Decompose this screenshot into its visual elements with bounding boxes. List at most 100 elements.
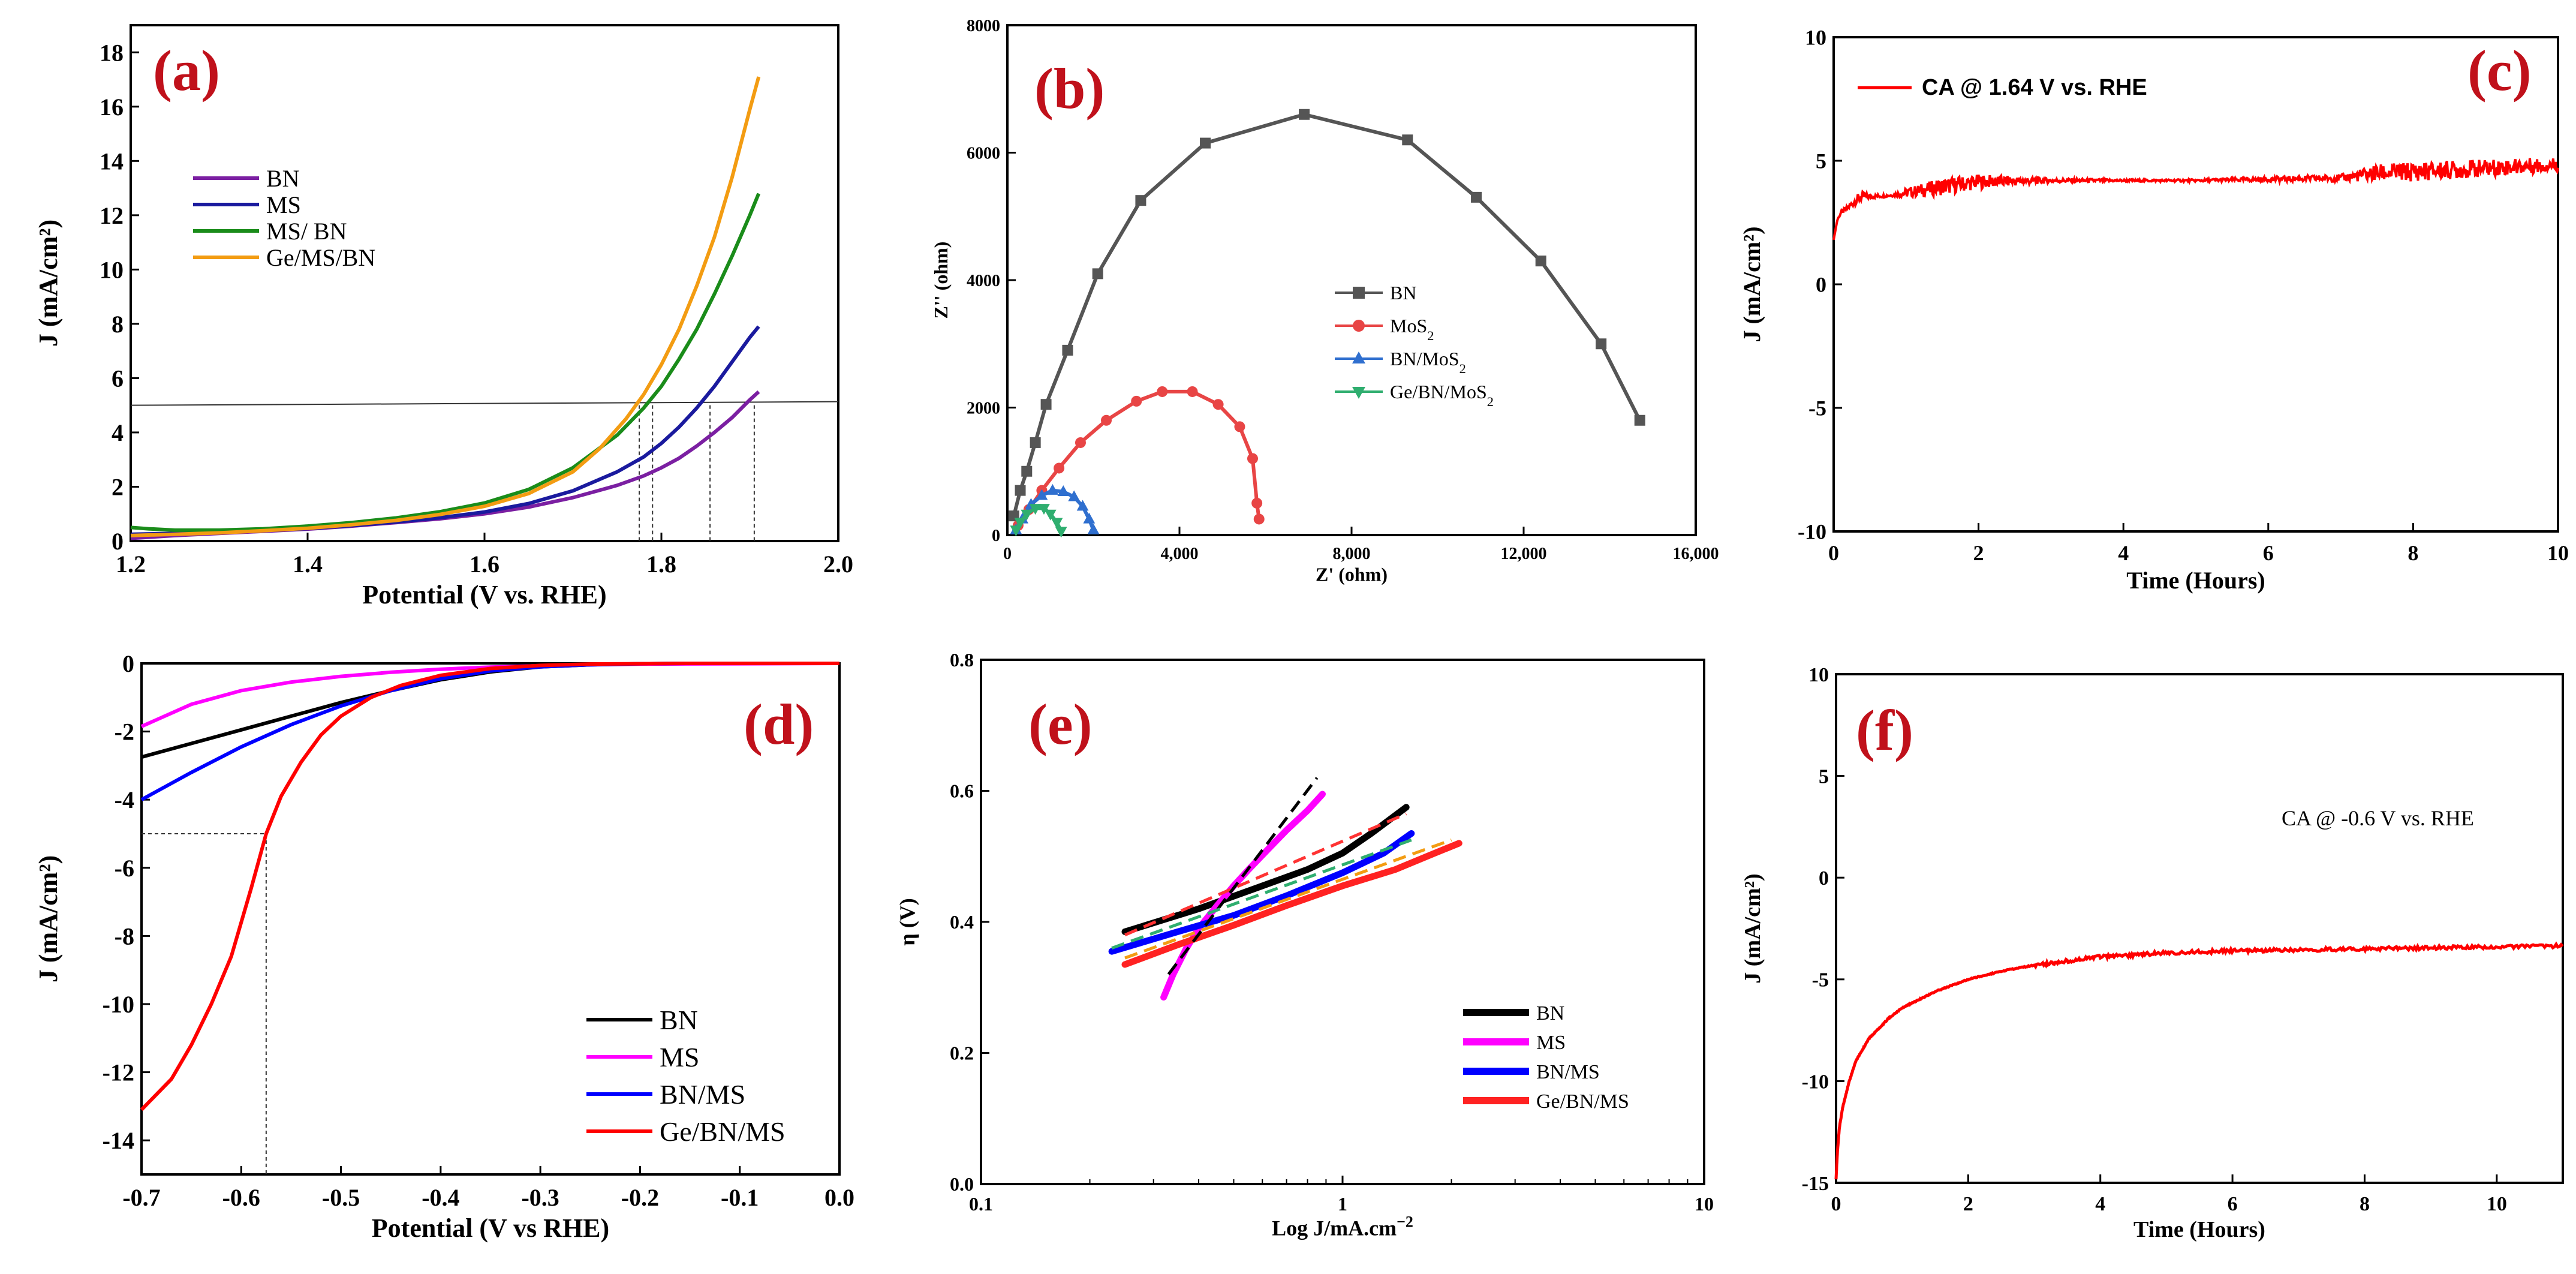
y-tick-label: 14	[100, 148, 124, 175]
y-axis-title: Z'' (ohm)	[930, 242, 952, 319]
x-tick-label: 1	[1338, 1193, 1347, 1215]
panel-d: -0.7 -0.6 -0.5 -0.4 -0.3 -0.2 -0.1 0.0 0 -2 -4 -6 -8…	[34, 650, 854, 1243]
data-point	[1471, 191, 1482, 203]
fit-line	[1111, 839, 1412, 950]
series-line	[1834, 941, 2564, 1180]
data-point	[1055, 527, 1067, 538]
x-tick-label: 10	[1695, 1193, 1714, 1215]
x-tick-label: -0.7	[122, 1184, 160, 1211]
legend-label: BN	[660, 1005, 698, 1035]
series-line	[1012, 112, 1642, 516]
series-line	[140, 662, 839, 1111]
data-point	[1068, 490, 1081, 501]
data-point	[1234, 421, 1245, 432]
x-tick-label: 1.2	[116, 551, 146, 578]
data-point	[1101, 414, 1112, 426]
y-axis-title: J (mA/cm²)	[1740, 873, 1765, 983]
x-tick-label: 0	[1003, 545, 1012, 563]
panel-c: 0 2 4 6 8 10 -10 -5 0 5 10 Time (Hours) J (mA/cm²) (c…	[1738, 26, 2569, 594]
data-point	[1046, 483, 1059, 495]
plot-frame	[1835, 673, 2564, 1184]
y-tick-label: 16	[100, 94, 124, 121]
data-point	[1044, 509, 1057, 521]
data-point	[1157, 386, 1168, 397]
y-tick-label: 5	[1819, 766, 1829, 788]
y-tick-label: 10	[1805, 26, 1826, 50]
data-point	[1083, 512, 1096, 524]
data-point	[1131, 395, 1142, 407]
x-tick-label: 16,000	[1673, 545, 1719, 563]
y-axis-title: J (mA/cm²)	[1738, 226, 1765, 342]
series-line	[1121, 804, 1410, 935]
data-point	[1402, 134, 1413, 146]
legend-label: Ge/BN/MoS2	[1390, 381, 1494, 409]
y-axis-title: J (mA/cm²)	[34, 220, 63, 347]
x-axis-title: Time (Hours)	[2133, 1217, 2265, 1242]
y-tick-label: -14	[103, 1127, 134, 1154]
x-axis-title-sup: −2	[1397, 1213, 1413, 1230]
data-point	[1200, 137, 1211, 149]
y-tick-label: -4	[115, 786, 134, 813]
legend-label: MS/ BN	[266, 218, 347, 245]
x-axis-title: Potential (V vs RHE)	[372, 1213, 609, 1243]
x-tick-label: 0.1	[969, 1193, 993, 1215]
data-point	[1040, 399, 1052, 410]
x-tick-label: 8	[2408, 541, 2418, 565]
legend-label: MS	[660, 1042, 699, 1072]
legend-label: BN/MS	[660, 1079, 745, 1110]
y-tick-label: -6	[115, 855, 134, 882]
y-tick-label: 18	[100, 39, 124, 66]
series-line	[130, 193, 761, 532]
y-axis-title: J (mA/cm²)	[34, 855, 63, 982]
data-point	[1075, 437, 1086, 448]
y-tick-label: 0	[1816, 273, 1826, 297]
y-tick-label: 0.8	[950, 649, 974, 671]
legend-label: BN	[1390, 282, 1416, 304]
y-tick-label: 0.6	[950, 780, 974, 802]
fit-line	[1167, 777, 1319, 975]
plot-frame	[130, 24, 839, 542]
data-point	[1014, 518, 1027, 529]
panel-label: (f)	[1856, 698, 1913, 762]
legend-label: CA @ 1.64 V vs. RHE	[1922, 75, 2147, 100]
series-line	[1832, 158, 2559, 241]
data-point	[1021, 465, 1033, 477]
x-tick-label: 4	[2118, 541, 2129, 565]
data-point	[1353, 287, 1365, 299]
plot-frame	[140, 662, 841, 1176]
y-tick-label: -5	[1812, 969, 1829, 991]
y-tick-label: -10	[103, 991, 134, 1018]
legend-label-sub: 2	[1427, 328, 1434, 343]
data-point	[1212, 399, 1224, 410]
data-point	[1135, 195, 1146, 206]
series-line	[1108, 830, 1415, 955]
y-tick-label: 0.4	[950, 911, 974, 933]
data-point	[1596, 338, 1607, 350]
y-tick-label: -8	[115, 923, 134, 950]
panel-label: (d)	[744, 692, 814, 756]
data-point	[1299, 109, 1310, 120]
legend-label-sub: 2	[1487, 394, 1494, 409]
y-tick-label: -12	[103, 1059, 134, 1086]
y-tick-label: 2000	[967, 399, 1000, 417]
x-tick-label: 2	[1973, 541, 1984, 565]
data-point	[1535, 256, 1546, 267]
legend-label: BN	[266, 165, 300, 192]
panel-label: (b)	[1034, 56, 1105, 121]
data-point	[1251, 497, 1263, 509]
panel-label: (c)	[2467, 38, 2532, 103]
panel-e: 0.1 1 10 0.0 0.2 0.4 0.6 0.8 Log J/mA.cm−2 η (V) (…	[895, 649, 1714, 1240]
legend-label: MS	[266, 191, 301, 218]
fit-line	[1124, 812, 1407, 937]
data-point	[1253, 513, 1265, 525]
series-line	[1016, 389, 1261, 527]
data-point	[1087, 523, 1100, 534]
y-tick-label: -2	[115, 719, 134, 746]
data-point	[1021, 509, 1033, 521]
x-tick-label: -0.6	[222, 1184, 260, 1211]
panel-b: 0 4,000 8,000 12,000 16,000 0 2000 4000 6000 8000…	[930, 17, 1719, 585]
y-tick-label: 12	[100, 202, 124, 229]
x-tick-label: 8,000	[1333, 545, 1371, 563]
x-axis-title: Z' (ohm)	[1316, 563, 1388, 585]
data-point	[1038, 504, 1050, 515]
